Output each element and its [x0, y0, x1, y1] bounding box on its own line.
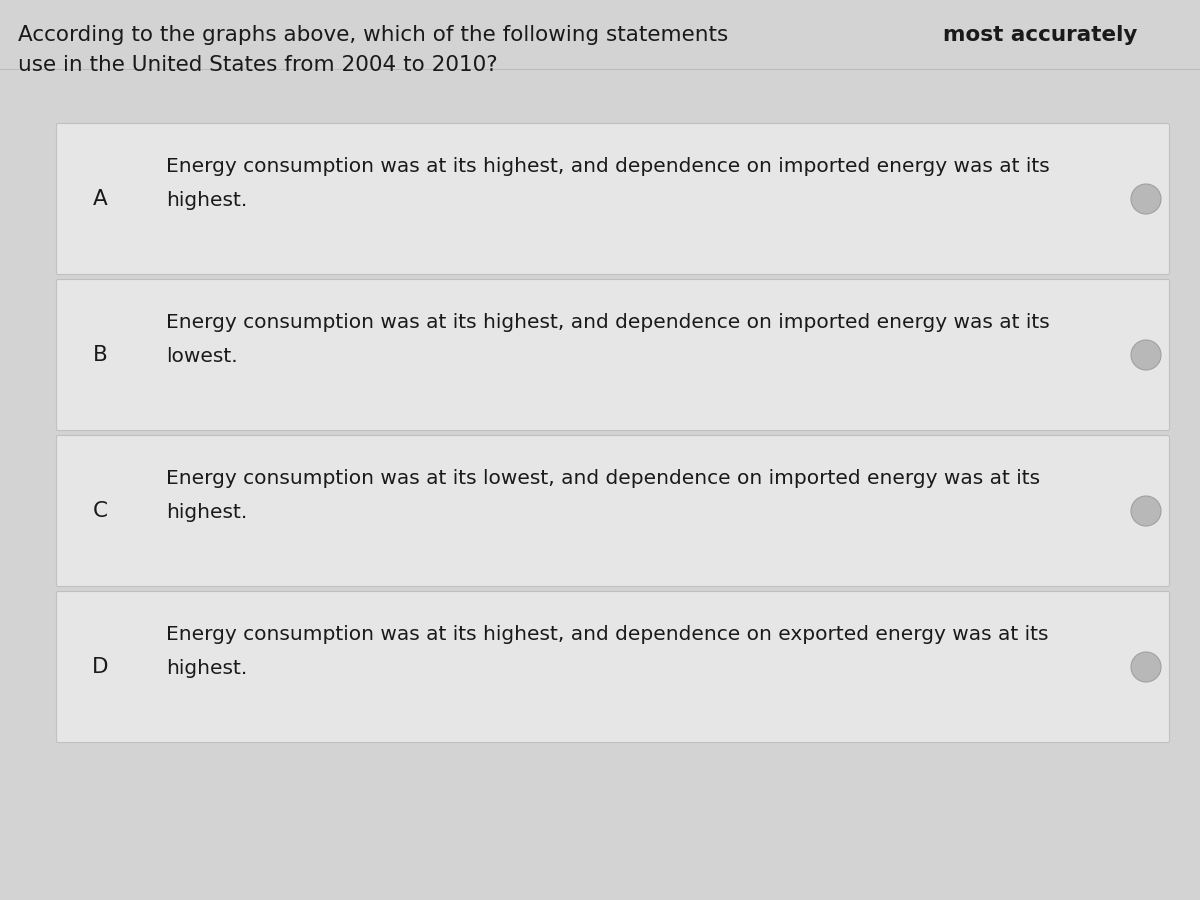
FancyBboxPatch shape [56, 591, 1170, 742]
FancyBboxPatch shape [56, 123, 1170, 274]
Text: A: A [92, 189, 107, 209]
Text: Energy consumption was at its highest, and dependence on exported energy was at : Energy consumption was at its highest, a… [166, 625, 1049, 644]
Circle shape [1132, 340, 1162, 370]
FancyBboxPatch shape [56, 280, 1170, 430]
Circle shape [1132, 652, 1162, 682]
Text: highest.: highest. [166, 659, 247, 678]
Text: describes energy: describes energy [1194, 25, 1200, 45]
Text: Energy consumption was at its highest, and dependence on imported energy was at : Energy consumption was at its highest, a… [166, 157, 1050, 176]
Text: C: C [92, 501, 108, 521]
Text: According to the graphs above, which of the following statements: According to the graphs above, which of … [18, 25, 736, 45]
Text: B: B [92, 345, 107, 365]
Text: most accurately: most accurately [943, 25, 1138, 45]
Text: lowest.: lowest. [166, 347, 238, 366]
Text: Energy consumption was at its lowest, and dependence on imported energy was at i: Energy consumption was at its lowest, an… [166, 469, 1040, 488]
FancyBboxPatch shape [56, 436, 1170, 587]
Text: Energy consumption was at its highest, and dependence on imported energy was at : Energy consumption was at its highest, a… [166, 313, 1050, 332]
Text: D: D [91, 657, 108, 677]
Text: use in the United States from 2004 to 2010?: use in the United States from 2004 to 20… [18, 55, 498, 75]
Circle shape [1132, 184, 1162, 214]
Text: highest.: highest. [166, 191, 247, 210]
Text: highest.: highest. [166, 503, 247, 522]
Circle shape [1132, 496, 1162, 526]
